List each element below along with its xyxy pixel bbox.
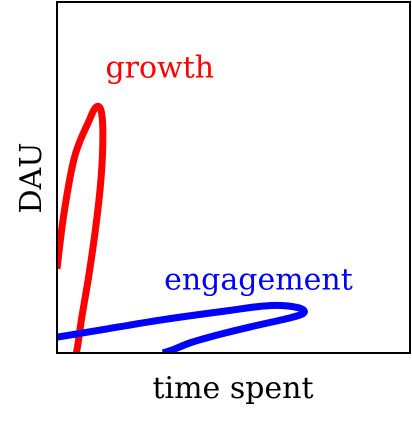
x-axis-label: time spent [152, 371, 313, 406]
series-line-engagement [57, 305, 304, 353]
series-layer [57, 106, 304, 353]
series-label-growth: growth [105, 50, 214, 85]
series-label-layer: growth engagement [105, 50, 352, 297]
series-line-growth [57, 106, 103, 353]
series-label-engagement: engagement [164, 263, 353, 298]
y-axis-label: DAU [14, 142, 49, 213]
